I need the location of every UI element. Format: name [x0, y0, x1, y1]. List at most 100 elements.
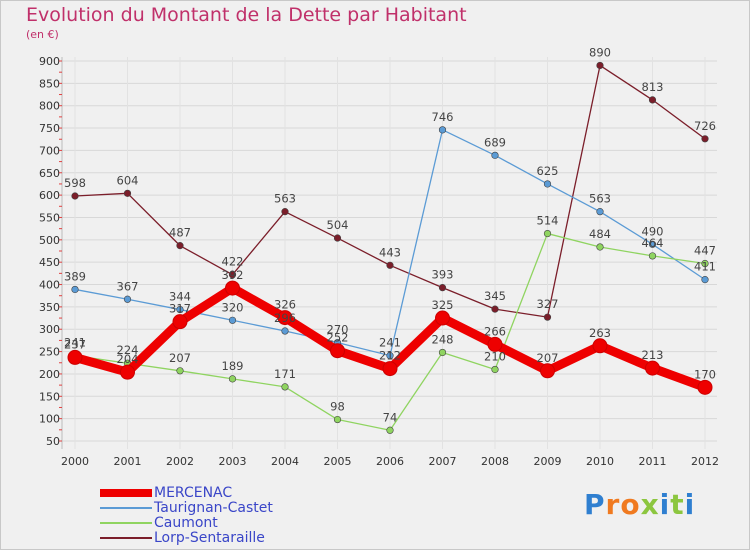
x-tick-label: 2011	[639, 455, 667, 468]
x-tick-label: 2002	[166, 455, 194, 468]
y-tick-label: 900	[39, 55, 60, 68]
data-point	[71, 192, 79, 200]
data-point	[596, 208, 604, 216]
data-point	[228, 375, 237, 383]
data-point	[540, 363, 555, 379]
data-label: 263	[589, 326, 611, 340]
y-tick-label: 600	[39, 189, 60, 202]
data-point	[123, 295, 132, 303]
data-point	[701, 276, 709, 284]
data-point	[281, 383, 289, 391]
data-label: 598	[64, 176, 86, 190]
legend-label: Taurignan-Castet	[154, 500, 273, 516]
x-tick-label: 2004	[271, 455, 299, 468]
data-label: 487	[169, 226, 191, 240]
data-label: 563	[589, 192, 611, 206]
data-label: 327	[537, 297, 559, 311]
data-label: 252	[327, 331, 349, 345]
data-point	[123, 189, 132, 197]
y-tick-label: 750	[39, 122, 60, 135]
data-point	[172, 314, 188, 330]
y-tick-label: 150	[39, 390, 60, 403]
data-point	[333, 415, 342, 424]
data-label: 207	[537, 351, 559, 365]
data-label: 490	[642, 224, 664, 238]
data-point	[176, 242, 184, 250]
data-point	[543, 229, 552, 238]
legend-label: MERCENAC	[154, 485, 233, 501]
data-label: 74	[383, 410, 398, 424]
data-label: 689	[484, 135, 506, 149]
data-label: 367	[117, 279, 139, 293]
data-label: 317	[169, 302, 191, 316]
data-label: 464	[642, 236, 664, 250]
data-label: 389	[64, 269, 86, 283]
data-label: 746	[432, 110, 454, 124]
data-label: 392	[222, 268, 244, 282]
data-label: 563	[274, 192, 296, 206]
data-point	[228, 316, 237, 324]
x-tick-label: 2012	[691, 455, 719, 468]
data-point	[176, 305, 184, 314]
data-point	[386, 261, 394, 269]
y-tick-label: 550	[39, 211, 60, 224]
data-label: 504	[327, 218, 349, 232]
data-label: 241	[379, 336, 401, 350]
x-tick-label: 2001	[114, 455, 142, 468]
y-tick-label: 500	[39, 234, 60, 247]
data-label: 326	[274, 298, 296, 312]
data-point	[386, 352, 394, 360]
logo-letter: P	[584, 488, 606, 521]
logo-letter: r	[605, 488, 621, 521]
data-label: 345	[484, 289, 506, 303]
logo-letter: t	[670, 488, 685, 521]
logo-letter: i	[659, 488, 671, 521]
data-label: 443	[379, 245, 401, 259]
data-label: 726	[694, 119, 716, 133]
data-label: 270	[327, 323, 349, 337]
y-tick-label: 850	[39, 77, 60, 90]
data-point	[648, 96, 657, 104]
data-label: 484	[589, 227, 611, 241]
data-point	[487, 336, 503, 352]
series-layer	[67, 61, 713, 434]
data-label: 625	[537, 164, 559, 178]
data-point	[645, 360, 660, 376]
data-label: 447	[694, 244, 716, 258]
x-tick-label: 2008	[481, 455, 509, 468]
x-tick-label: 2000	[61, 455, 89, 468]
legend-label: Caumont	[154, 515, 218, 531]
data-label: 344	[169, 290, 191, 304]
legend-swatch	[100, 537, 152, 539]
x-tick-label: 2010	[586, 455, 614, 468]
data-point	[543, 313, 552, 321]
y-tick-label: 800	[39, 100, 60, 113]
y-tick-label: 100	[39, 413, 60, 426]
legend-swatch	[100, 507, 152, 509]
data-label: 213	[642, 348, 664, 362]
data-point	[491, 151, 499, 159]
data-point	[438, 348, 447, 357]
y-tick-label: 200	[39, 368, 60, 381]
axis-layer: 50 100 150 200 250 300 350 400 450 500 550 600 650 70…	[39, 55, 719, 468]
data-label: 212	[379, 349, 401, 363]
data-point	[330, 343, 345, 359]
data-point	[701, 135, 709, 143]
data-label: 320	[222, 300, 244, 314]
y-tick-label: 50	[46, 435, 60, 448]
data-point	[491, 305, 499, 313]
data-label: 514	[537, 214, 559, 228]
data-point	[176, 367, 184, 375]
data-label: 393	[432, 268, 454, 282]
data-label: 296	[274, 311, 296, 325]
data-point	[596, 243, 604, 251]
data-label: 224	[117, 343, 139, 357]
data-label: 325	[432, 298, 454, 312]
data-point	[67, 349, 83, 365]
data-label-layer: 237 204 317 392 326 252 212 325 266 207 263 213 170 3…	[64, 45, 716, 424]
data-point	[386, 426, 394, 434]
data-label: 266	[484, 324, 506, 338]
logo-letter: o	[620, 488, 641, 521]
data-label: 890	[589, 45, 611, 59]
chart-title: Evolution du Montant de la Dette par Hab…	[26, 4, 467, 26]
